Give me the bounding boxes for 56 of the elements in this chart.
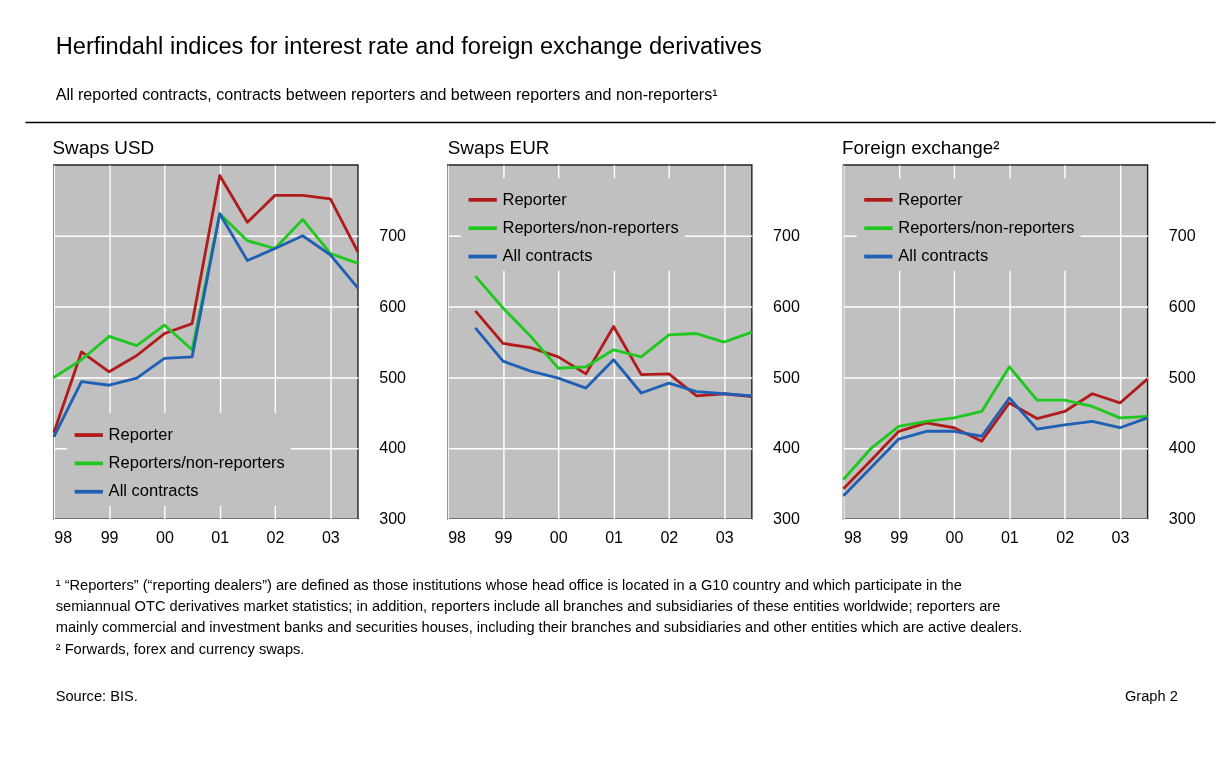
text: All reported contracts, contracts between reporters and between reporters and non-reporters¹ xyxy=(55,84,718,103)
y-tick-label: 500 xyxy=(773,367,800,386)
text: ² Forwards, forex and currency swaps. xyxy=(55,640,305,657)
y-tick-label: 600 xyxy=(1168,296,1196,315)
line-series xyxy=(842,365,1150,481)
line-series xyxy=(473,274,754,370)
y-tick-label: 300 xyxy=(773,509,800,528)
x-tick-label: 03 xyxy=(321,528,340,547)
chart-title: Swaps USD xyxy=(52,136,155,158)
line-series xyxy=(842,377,1150,491)
y-tick-label: 400 xyxy=(773,438,800,457)
y-tick-label: 400 xyxy=(379,438,407,457)
x-tick-label: 98 xyxy=(843,528,862,547)
x-tick-label: 00 xyxy=(945,528,964,547)
legend-label: All contracts xyxy=(502,246,593,266)
x-tick-label: 02 xyxy=(660,528,679,547)
y-tick-label: 700 xyxy=(379,225,407,244)
legend-label: Reporter xyxy=(502,189,568,209)
x-tick-label: 03 xyxy=(1111,528,1130,547)
x-tick-label: 02 xyxy=(266,528,285,547)
y-tick-label: 300 xyxy=(1168,509,1196,528)
x-tick-label: 00 xyxy=(155,528,174,547)
x-tick-label: 98 xyxy=(448,528,467,547)
x-tick-label: 98 xyxy=(54,528,73,547)
legend-label: Reporters/non-reporters xyxy=(502,217,679,237)
text: Herfindahl indices for interest rate and foreign exchange derivatives xyxy=(55,33,762,60)
y-tick-label: 700 xyxy=(1168,225,1196,244)
chart-title: Swaps EUR xyxy=(447,136,550,158)
x-tick-label: 01 xyxy=(1000,528,1019,547)
text: ¹ “Reporters” (“reporting dealers”) are defined as those institutions whose head office is located in a G10 country and which participate in the semiannual OTC derivatives market statistics; in addition, reporters include all branches and subsidiaries of these entities worldwide; reporters are mainly commercial and investment banks and securities houses, including their branches and subsidiaries and other entities which are active dealers. xyxy=(55,576,1023,636)
y-tick-label: 500 xyxy=(379,367,407,386)
y-tick-label: 400 xyxy=(1168,438,1196,457)
x-tick-label: 99 xyxy=(100,528,119,547)
caption: Graph 2 xyxy=(1124,688,1178,705)
legend-label: All contracts xyxy=(898,246,989,266)
legend-label: Reporter xyxy=(898,189,963,209)
y-tick-label: 600 xyxy=(379,296,407,315)
legend-label: Reporter xyxy=(108,424,174,444)
x-tick-label: 99 xyxy=(494,528,513,547)
x-tick-label: 00 xyxy=(549,528,568,547)
y-tick-label: 600 xyxy=(773,296,800,315)
y-tick-label: 700 xyxy=(773,225,800,244)
line-series xyxy=(473,326,754,398)
chart-title: Foreign exchange² xyxy=(842,136,1000,158)
x-tick-label: 01 xyxy=(211,528,230,547)
x-tick-label: 02 xyxy=(1056,528,1075,547)
x-tick-label: 01 xyxy=(605,528,624,547)
legend-label: Reporters/non-reporters xyxy=(898,217,1075,237)
source-note: Source: BIS. xyxy=(55,688,138,705)
x-tick-label: 99 xyxy=(890,528,909,547)
x-tick-label: 03 xyxy=(715,528,734,547)
legend-label: Reporters/non-reporters xyxy=(108,453,285,473)
legend-label: All contracts xyxy=(108,481,199,501)
y-tick-label: 500 xyxy=(1168,367,1196,386)
y-tick-label: 300 xyxy=(379,509,407,528)
line-series xyxy=(842,396,1150,498)
